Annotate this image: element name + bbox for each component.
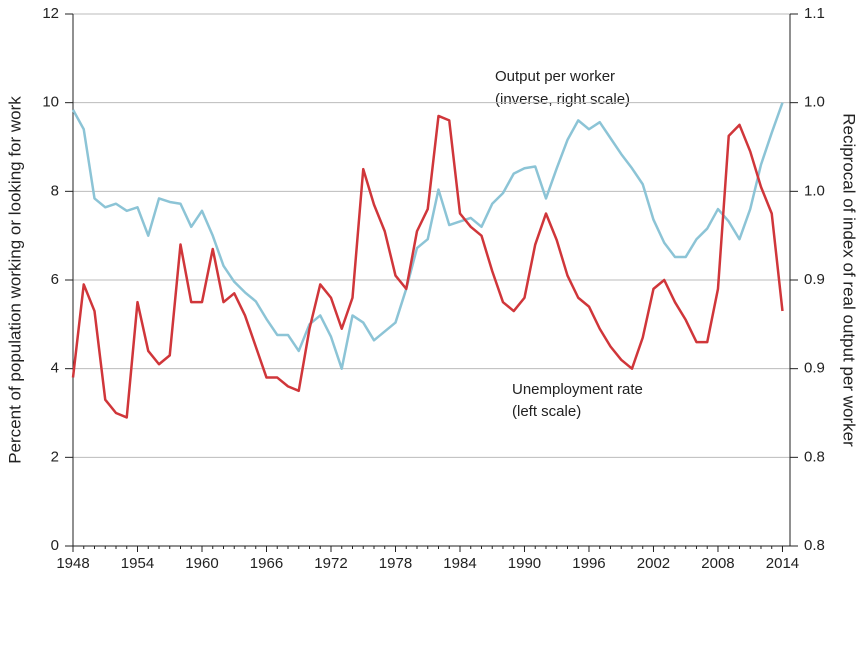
series-line	[71, 114, 784, 419]
x-tick-label: 2014	[766, 555, 799, 572]
x-tick-label: 1984	[443, 555, 476, 572]
annotation: (left scale)	[512, 403, 581, 420]
y-tick-label: 10	[42, 94, 59, 111]
x-tick-label: 2008	[701, 555, 734, 572]
annotation: Unemployment rate	[512, 381, 643, 398]
y-tick-label: 2	[51, 448, 59, 465]
x-tick-label: 1948	[56, 555, 89, 572]
x-tick-label: 1954	[121, 555, 154, 572]
annotation: (inverse, right scale)	[495, 91, 630, 108]
x-tick-label: 1996	[572, 555, 605, 572]
y2-tick-label: 1.1	[804, 5, 825, 22]
y-tick-label: 8	[51, 182, 59, 199]
y2-tick-label: 0.9	[804, 271, 825, 288]
y-tick-label: 12	[42, 5, 59, 22]
y2-tick-label: 0.9	[804, 360, 825, 377]
x-tick-label: 1978	[379, 555, 412, 572]
x-tick-label: 1990	[508, 555, 541, 572]
y-tick-label: 6	[51, 271, 59, 288]
x-tick-label: 2002	[637, 555, 670, 572]
y2-tick-label: 1.0	[804, 94, 825, 111]
y2-axis-label: Reciprocal of index of real output per w…	[840, 113, 859, 447]
y2-tick-label: 1.0	[804, 182, 825, 199]
y2-tick-label: 0.8	[804, 448, 825, 465]
y-tick-label: 4	[51, 360, 59, 377]
series-line	[71, 102, 784, 370]
x-tick-label: 1960	[185, 555, 218, 572]
y-axis-label: Percent of population working or looking…	[5, 96, 24, 464]
y-tick-label: 0	[51, 537, 59, 554]
y2-tick-label: 0.8	[804, 537, 825, 554]
annotation: Output per worker	[495, 68, 615, 85]
x-tick-label: 1966	[250, 555, 283, 572]
x-tick-label: 1972	[314, 555, 347, 572]
